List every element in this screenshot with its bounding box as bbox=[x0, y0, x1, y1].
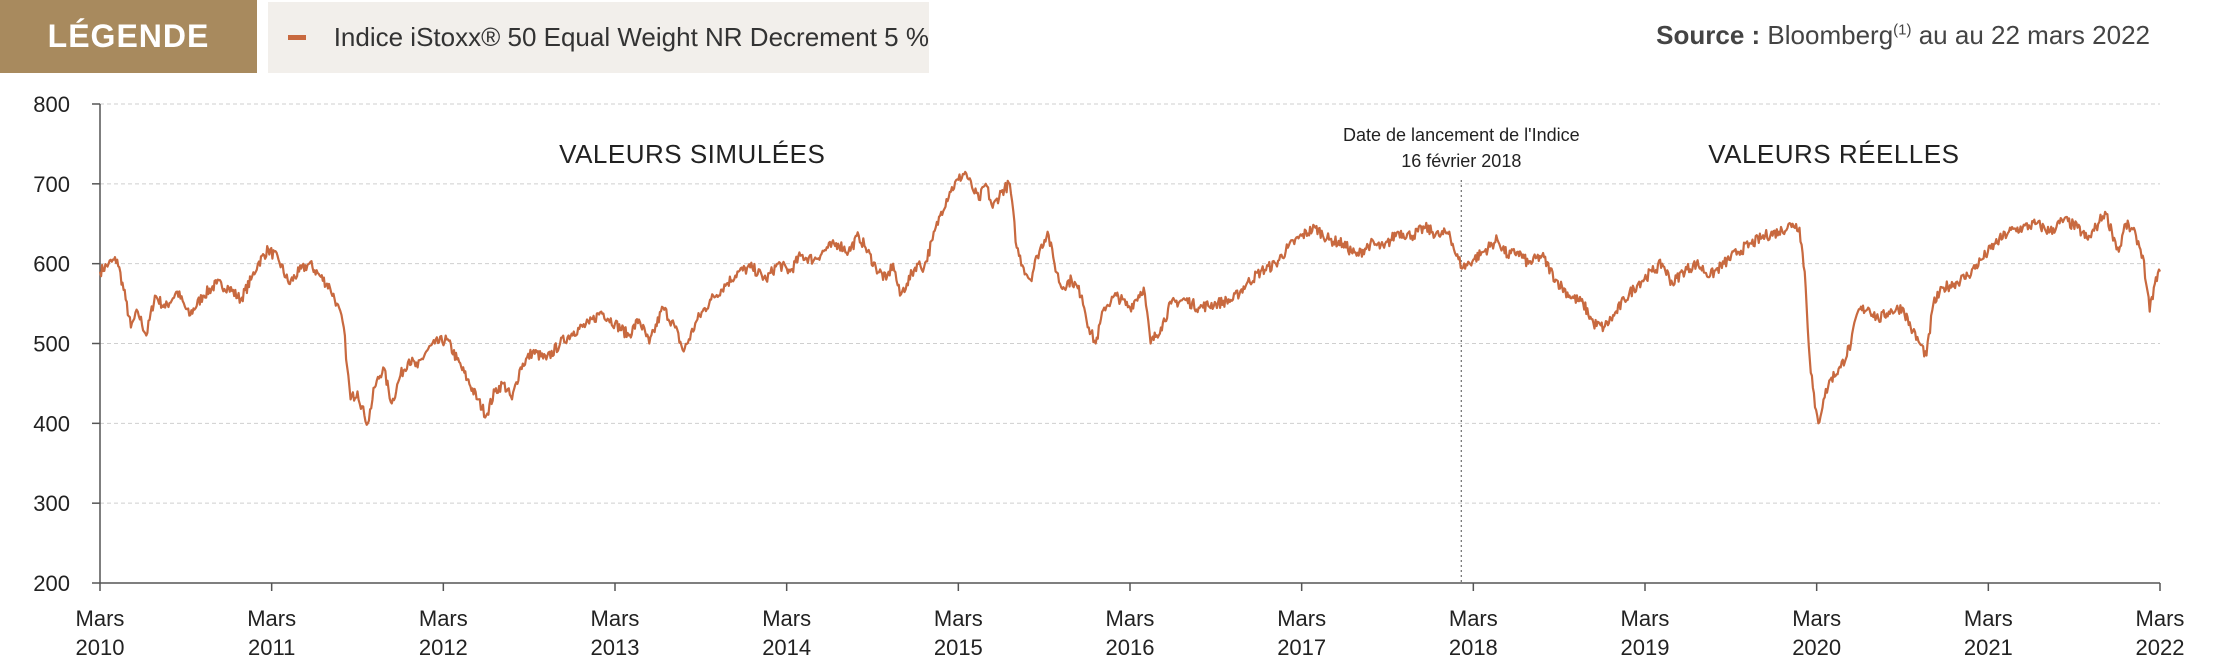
launch-label-line2: 16 février 2018 bbox=[1401, 151, 1521, 171]
legend-box: Indice iStoxx® 50 Equal Weight NR Decrem… bbox=[268, 2, 929, 73]
x-tick-label-year-2013: 2013 bbox=[591, 635, 640, 660]
x-tick-label-month-2012: Mars bbox=[419, 606, 468, 631]
series-line-0 bbox=[98, 170, 2161, 426]
y-tick-label-200: 200 bbox=[33, 571, 70, 596]
x-tick-label-month-2022: Mars bbox=[2136, 606, 2185, 631]
x-tick-label-year-2022: 2022 bbox=[2136, 635, 2185, 660]
x-tick-label-month-2013: Mars bbox=[591, 606, 640, 631]
legend-title: LÉGENDE bbox=[0, 0, 257, 73]
x-tick-label-month-2010: Mars bbox=[76, 606, 125, 631]
x-tick-label-month-2020: Mars bbox=[1792, 606, 1841, 631]
y-tick-label-700: 700 bbox=[33, 172, 70, 197]
x-tick-label-month-2014: Mars bbox=[762, 606, 811, 631]
x-tick-label-month-2017: Mars bbox=[1277, 606, 1326, 631]
legend-series-label: Indice iStoxx® 50 Equal Weight NR Decrem… bbox=[333, 22, 929, 52]
source-footnote-ref: (1) bbox=[1893, 21, 1912, 39]
legend-swatch bbox=[288, 35, 306, 40]
x-tick-label-year-2011: 2011 bbox=[248, 635, 295, 660]
x-tick-label-month-2019: Mars bbox=[1621, 606, 1670, 631]
y-tick-label-300: 300 bbox=[33, 491, 70, 516]
source-text: Bloomberg bbox=[1767, 20, 1894, 50]
x-tick-label-year-2016: 2016 bbox=[1106, 635, 1155, 660]
source-label: Source : bbox=[1656, 20, 1761, 50]
x-tick-label-year-2012: 2012 bbox=[419, 635, 468, 660]
x-tick-label-month-2018: Mars bbox=[1449, 606, 1498, 631]
zone-label-real: VALEURS RÉELLES bbox=[1708, 139, 1959, 169]
x-tick-label-year-2019: 2019 bbox=[1621, 635, 1670, 660]
y-tick-label-600: 600 bbox=[33, 252, 70, 277]
x-tick-label-month-2011: Mars bbox=[247, 606, 296, 631]
series-group bbox=[98, 170, 2161, 426]
x-tick-label-year-2015: 2015 bbox=[934, 635, 983, 660]
x-tick-label-year-2020: 2020 bbox=[1792, 635, 1841, 660]
y-axis-ticks: 200 300 400 500 600 700 800 bbox=[33, 92, 100, 596]
gridlines bbox=[100, 103, 2160, 504]
x-tick-label-year-2010: 2010 bbox=[76, 635, 125, 660]
x-tick-label-month-2016: Mars bbox=[1106, 606, 1155, 631]
x-tick-label-month-2021: Mars bbox=[1964, 606, 2013, 631]
y-tick-label-800: 800 bbox=[33, 92, 70, 117]
y-tick-label-400: 400 bbox=[33, 411, 70, 436]
x-tick-label-year-2014: 2014 bbox=[762, 635, 811, 660]
zone-label-simulated: VALEURS SIMULÉES bbox=[559, 139, 825, 169]
source-date: au au 22 mars 2022 bbox=[1911, 20, 2150, 50]
x-tick-label-year-2018: 2018 bbox=[1449, 635, 1498, 660]
y-tick-label-500: 500 bbox=[33, 332, 70, 357]
x-tick-label-year-2017: 2017 bbox=[1277, 635, 1326, 660]
x-axis-ticks: Mars 2010 Mars 2011 Mars 2012 Mars 2013 Mars 2014… bbox=[76, 583, 2185, 660]
launch-label-line1: Date de lancement de l'Indice bbox=[1343, 125, 1580, 145]
x-tick-label-year-2021: 2021 bbox=[1964, 635, 2013, 660]
x-tick-label-month-2015: Mars bbox=[934, 606, 983, 631]
source-note: Source : Bloomberg(1) au au 22 mars 2022 bbox=[1656, 20, 2150, 51]
